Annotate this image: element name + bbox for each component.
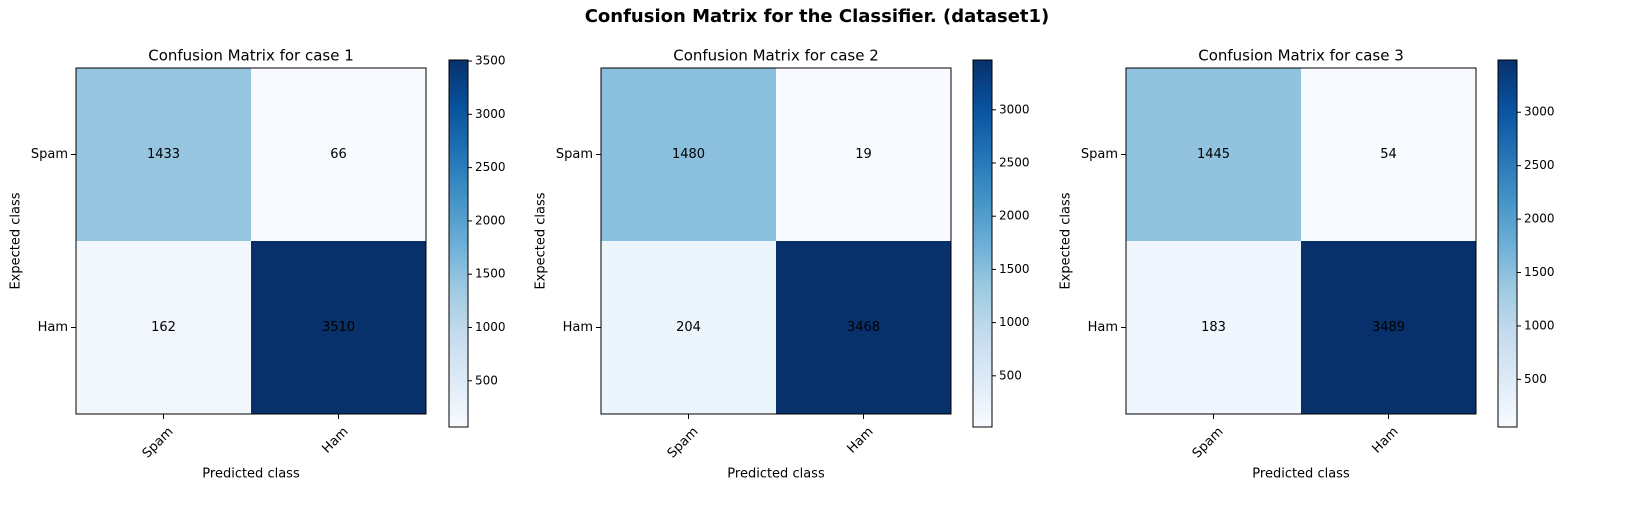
colorbar-tick-label: 3000	[999, 102, 1030, 116]
axes-frame	[1125, 67, 1477, 415]
colorbar-tick-label: 500	[475, 373, 498, 387]
x-axis-label: Predicted class	[727, 467, 825, 482]
y-tick-label: Spam	[1081, 147, 1118, 162]
x-tick-label: Spam	[140, 424, 177, 461]
heatmap-cell	[76, 68, 251, 241]
y-axis-label: Expected class	[534, 192, 549, 289]
axes-frame	[75, 67, 427, 415]
y-axis-label: Expected class	[1059, 192, 1074, 289]
heatmap-cell	[601, 241, 776, 414]
cell-value-label: 66	[330, 147, 347, 162]
colorbar-tick-label: 3500	[475, 54, 506, 68]
heatmap-cell	[1126, 68, 1301, 241]
axes-frame	[600, 67, 952, 415]
y-axis-label: Expected class	[9, 192, 24, 289]
y-tick-label: Spam	[556, 147, 593, 162]
cell-value-label: 3489	[1372, 320, 1405, 335]
cell-value-label: 54	[1380, 147, 1397, 162]
x-axis-label: Predicted class	[1252, 467, 1350, 482]
colorbar-tick-label: 3000	[1524, 105, 1555, 119]
cell-value-label: 204	[676, 320, 701, 335]
colorbar	[1497, 59, 1518, 428]
cell-value-label: 3468	[847, 320, 880, 335]
colorbar-tick-label: 1500	[475, 267, 506, 281]
heatmap-cell	[1301, 68, 1476, 241]
heatmap-cell	[776, 241, 951, 414]
cell-value-label: 162	[151, 320, 176, 335]
heatmap-cell	[1301, 241, 1476, 414]
x-axis-label: Predicted class	[202, 467, 300, 482]
x-tick-label: Ham	[844, 424, 876, 456]
cell-value-label: 183	[1201, 320, 1226, 335]
colorbar-tick-label: 2500	[999, 156, 1030, 170]
heatmap-cell	[1126, 241, 1301, 414]
heatmap-cell	[251, 241, 426, 414]
cell-value-label: 1445	[1197, 147, 1230, 162]
x-tick-label: Spam	[1190, 424, 1227, 461]
cell-value-label: 19	[855, 147, 872, 162]
heatmap-cell	[76, 241, 251, 414]
colorbar	[972, 59, 993, 428]
colorbar-tick-label: 2500	[1524, 158, 1555, 172]
subplot-title: Confusion Matrix for case 2	[673, 47, 879, 65]
colorbar-tick-label: 1500	[999, 262, 1030, 276]
heatmap-cell	[601, 68, 776, 241]
colorbar-tick-label: 1500	[1524, 265, 1555, 279]
colorbar-tick-label: 1000	[475, 320, 506, 334]
x-tick-label: Ham	[1369, 424, 1401, 456]
y-tick-label: Spam	[31, 147, 68, 162]
colorbar-tick-label: 1000	[1524, 318, 1555, 332]
cell-value-label: 3510	[322, 320, 355, 335]
x-tick-label: Ham	[319, 424, 351, 456]
figure-title: Confusion Matrix for the Classifier. (da…	[584, 6, 1050, 27]
colorbar-tick-label: 500	[999, 368, 1022, 382]
subplot-title: Confusion Matrix for case 3	[1198, 47, 1404, 65]
subplot-title: Confusion Matrix for case 1	[148, 47, 354, 65]
colorbar-tick-label: 1000	[999, 315, 1030, 329]
colorbar-tick-label: 2000	[1524, 212, 1555, 226]
colorbar	[448, 59, 469, 428]
colorbar-tick-label: 3000	[475, 107, 506, 121]
y-tick-label: Ham	[1088, 320, 1118, 335]
colorbar-tick-label: 2500	[475, 160, 506, 174]
cell-value-label: 1480	[672, 147, 705, 162]
colorbar-tick-label: 500	[1524, 372, 1547, 386]
y-tick-label: Ham	[563, 320, 593, 335]
colorbar-tick-label: 2000	[999, 209, 1030, 223]
heatmap-cell	[776, 68, 951, 241]
colorbar-tick-label: 2000	[475, 213, 506, 227]
x-tick-label: Spam	[665, 424, 702, 461]
cell-value-label: 1433	[147, 147, 180, 162]
y-tick-label: Ham	[38, 320, 68, 335]
heatmap-cell	[251, 68, 426, 241]
